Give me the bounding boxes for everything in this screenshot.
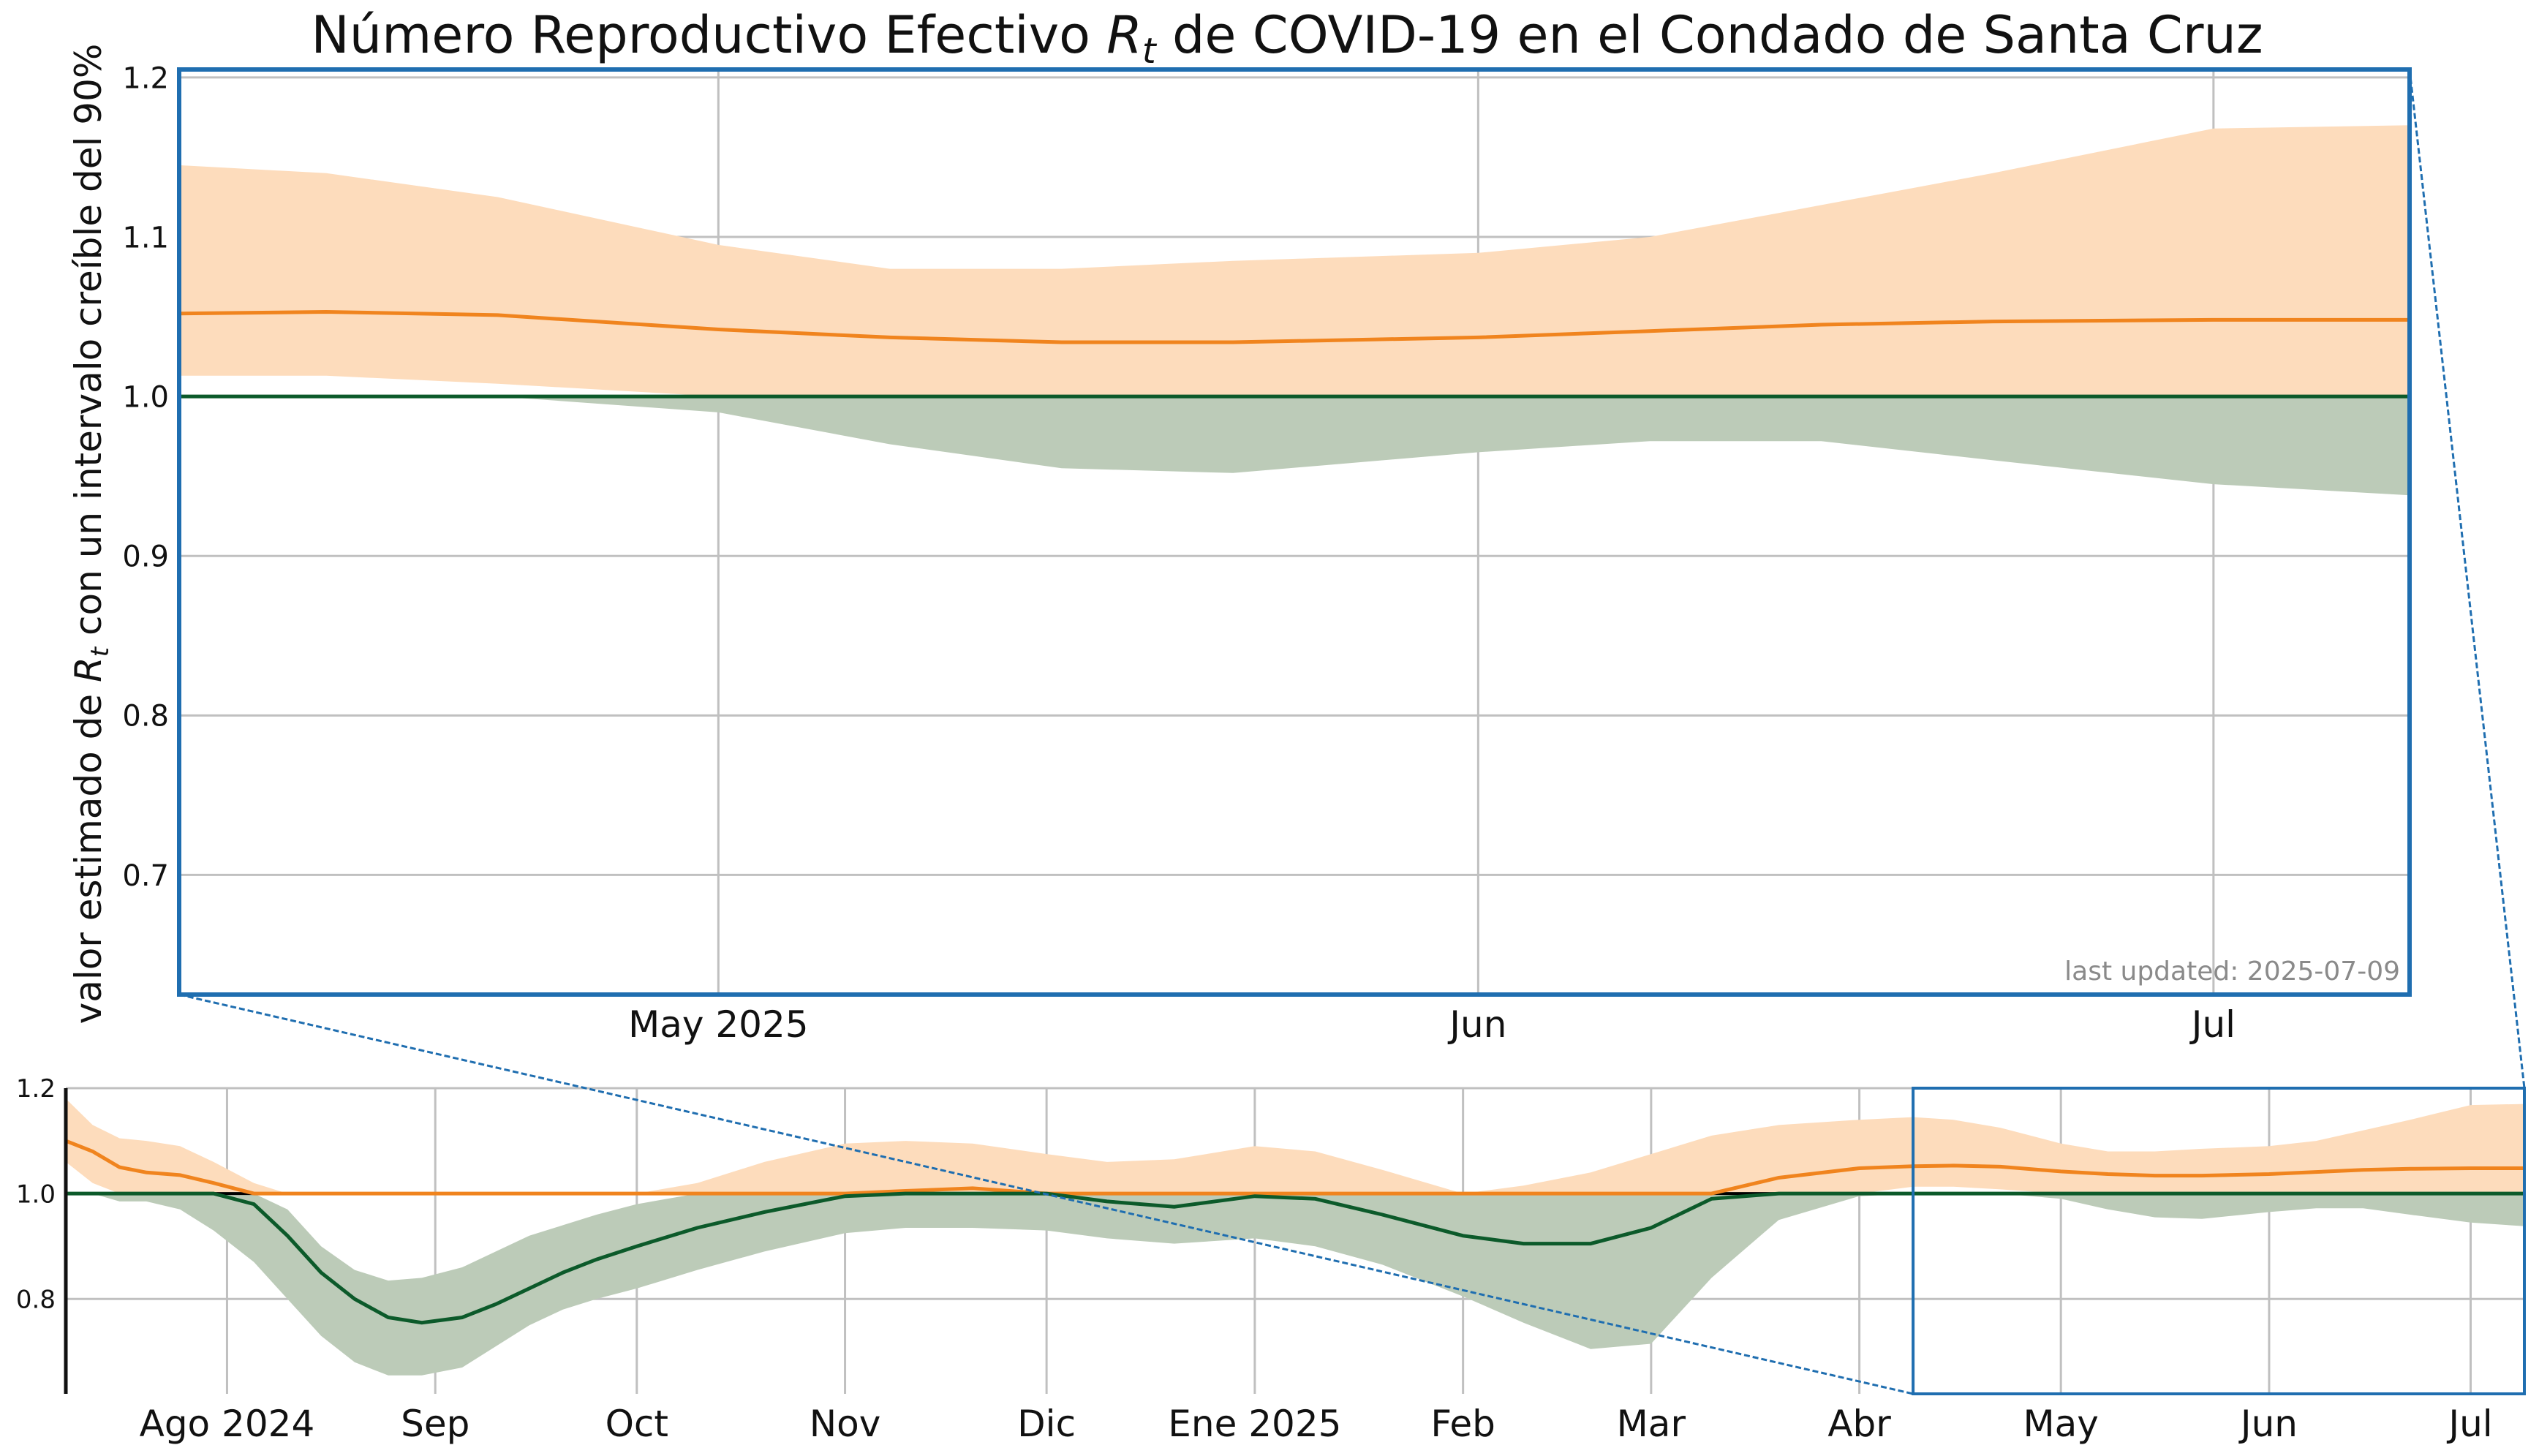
x-tick-label: Nov (810, 1403, 881, 1445)
main-median-line-below (179, 394, 2410, 399)
x-tick-label: Oct (605, 1403, 668, 1445)
y-tick-label: 0.9 (122, 540, 169, 574)
x-tick-label: May (2023, 1403, 2098, 1445)
overview-x-ticks: Ago 2024 Sep Oct Nov Dic Ene 2025 Feb Mar Abr May… (140, 1403, 2493, 1445)
chart-title: Número Reproductivo Efectivo Rt de COVID… (311, 5, 2263, 72)
y-tick-label: 1.2 (122, 61, 169, 95)
y-tick-label: 1.0 (16, 1180, 56, 1209)
main-zoom-frame (177, 67, 2412, 997)
x-tick-label: Abr (1827, 1403, 1891, 1445)
x-tick-label: Sep (401, 1403, 469, 1445)
x-tick-label: May 2025 (628, 1003, 809, 1046)
overview-band-above (66, 1098, 2524, 1194)
main-median-line-above (179, 309, 2410, 344)
last-updated-note: last updated: 2025-07-09 (2064, 957, 2400, 987)
y-tick-label: 1.2 (16, 1074, 56, 1104)
overview-median-line-below (66, 1191, 2524, 1325)
y-tick-label: 1.0 (122, 381, 169, 415)
y-tick-label: 0.7 (122, 859, 169, 893)
x-tick-label: Jun (2238, 1403, 2298, 1445)
zoom-connector-line (2408, 69, 2526, 1089)
zoom-connector-line (178, 993, 1914, 1395)
overview-y-ticks: 0.8 1.0 1.2 (16, 1074, 56, 1314)
main-band-below (179, 396, 2410, 496)
x-tick-label: Ene 2025 (1168, 1403, 1341, 1445)
overview-zoom-window (1912, 1087, 2527, 1395)
main-y-ticks: 0.7 0.8 0.9 1.0 1.1 1.2 (122, 61, 169, 893)
overview-median-line-above (66, 1139, 2524, 1196)
y-tick-label: 1.1 (122, 221, 169, 254)
main-x-ticks: May 2025 Jun Jul (628, 1003, 2236, 1046)
y-axis-label: valor estimado de Rt con un intervalo cr… (67, 44, 115, 1025)
x-tick-label: Feb (1430, 1403, 1495, 1445)
main-panel: 0.7 0.8 0.9 1.0 1.1 1.2 May 2025 Jun Jul last u… (122, 61, 2412, 1046)
overview-band-below (66, 1193, 2524, 1376)
x-tick-label: Jun (1447, 1003, 1506, 1046)
x-tick-label: Jul (2189, 1003, 2236, 1046)
overview-panel: 0.8 1.0 1.2 Ago 2024 Sep Oct Nov Dic Ene 2025 Fe… (16, 69, 2527, 1445)
y-tick-label: 0.8 (16, 1286, 56, 1315)
y-tick-label: 0.8 (122, 700, 169, 733)
x-tick-label: Jul (2446, 1403, 2492, 1445)
x-tick-label: Dic (1017, 1403, 1076, 1445)
x-tick-label: Mar (1617, 1403, 1686, 1445)
x-tick-label: Ago 2024 (140, 1403, 315, 1445)
main-band-above (179, 125, 2410, 397)
